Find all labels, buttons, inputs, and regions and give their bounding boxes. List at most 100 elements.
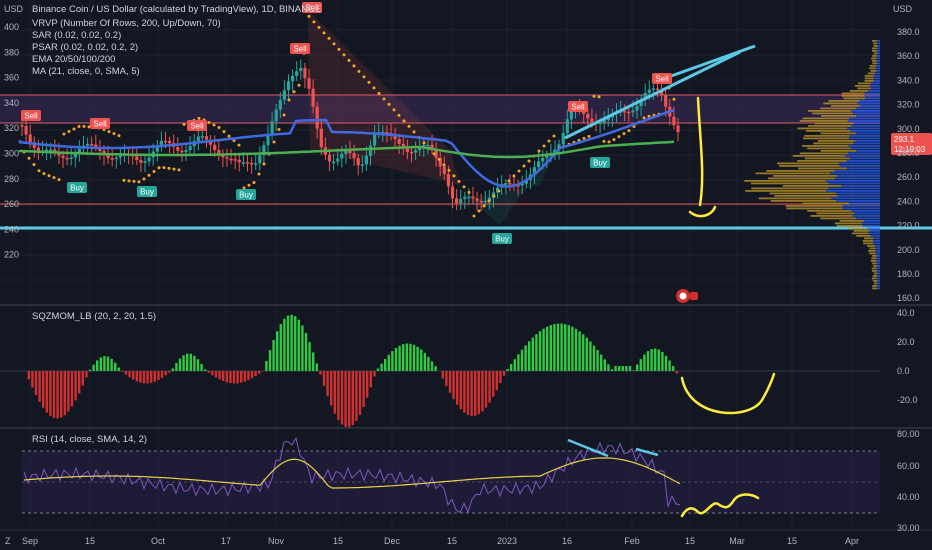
rsi-title[interactable]: RSI (14, close, SMA, 14, 2) — [32, 434, 147, 445]
sqz-bar — [675, 371, 678, 374]
study-psar[interactable]: PSAR (0.02, 0.02, 0.2, 2) — [32, 42, 138, 53]
ema-blue-line[interactable] — [18, 108, 675, 188]
right-axis-tick: 160.0 — [897, 293, 920, 303]
vp-bar-up — [841, 92, 865, 95]
rsi-axis-tick: 80.00 — [897, 429, 920, 439]
vp-bar-up — [872, 275, 878, 277]
study-ema[interactable]: EMA 20/50/100/200 — [32, 54, 115, 65]
yellow-arrow-drawing[interactable] — [688, 96, 717, 218]
vp-bar-down — [875, 247, 880, 250]
sell-signal-box — [290, 43, 310, 54]
vp-bar-up — [856, 235, 871, 237]
ema-green-line[interactable] — [18, 140, 675, 159]
vp-bar-down — [863, 220, 880, 222]
sqz-bar — [560, 323, 563, 371]
sar-dot — [342, 53, 346, 57]
sqz-bar — [567, 325, 570, 371]
vp-bar-down — [877, 45, 880, 47]
vp-bar-up — [820, 132, 857, 135]
time-axis-tick: 15 — [685, 536, 695, 546]
candle-body — [631, 110, 635, 113]
event-flag-badge[interactable] — [690, 292, 698, 300]
sar-dot — [157, 166, 161, 170]
buy-signal-box — [67, 182, 87, 193]
sqz-bar — [196, 359, 200, 371]
sqz-bar — [574, 328, 578, 371]
sqz-bar — [394, 348, 398, 371]
sar-dot — [402, 119, 406, 123]
rsi-ma-line[interactable] — [23, 457, 681, 489]
sqz-bar — [250, 371, 254, 379]
time-axis[interactable]: Sep 15 Oct 17 Nov 15 Dec 15 2023 16 Feb 15 Mar 15 Apr — [22, 536, 859, 546]
candle-body — [348, 150, 352, 154]
vp-bar-down — [828, 182, 880, 185]
sell-signal-label: Sell — [293, 45, 307, 54]
vp-bar-up — [828, 100, 860, 102]
vp-bar-up — [869, 252, 876, 255]
sar-dot — [112, 132, 116, 136]
candle-body — [623, 111, 627, 113]
chart-title[interactable]: Binance Coin / US Dollar (calculated by … — [32, 4, 321, 15]
vp-bar-up — [782, 185, 842, 187]
vp-bar-up — [820, 217, 857, 220]
rsi-yellow-drawing[interactable] — [680, 493, 760, 518]
sqz-bar — [164, 371, 167, 376]
left-price-axis[interactable]: 400 380 360 340 320 300 280 260 240 220 — [4, 22, 19, 260]
left-unit-label: USD — [4, 4, 24, 14]
sqz-bar — [600, 354, 603, 371]
vp-bar-up — [797, 127, 848, 130]
sar-dot — [167, 166, 171, 170]
buy-signal-box — [236, 189, 256, 200]
tradingview-logo[interactable]: Z — [5, 536, 11, 546]
vp-bar-down — [868, 232, 880, 235]
right-price-axis[interactable]: 380.0 360.0 340.0 320.0 300.0 280.0 260.0 240.0… — [897, 27, 920, 303]
vp-bar-down — [875, 67, 880, 70]
rsi-line[interactable] — [23, 436, 681, 514]
sar-dot — [672, 97, 676, 101]
sqz-bar — [319, 371, 322, 375]
vp-bar-up — [873, 265, 878, 267]
sqz-bar — [34, 371, 38, 396]
sar-dot — [127, 179, 131, 183]
vp-bar-down — [850, 210, 880, 212]
sqz-bar — [589, 341, 592, 371]
rsi-divergence-1[interactable] — [567, 438, 609, 458]
vp-bar-down — [861, 222, 880, 225]
sqz-title[interactable]: SQZMOM_LB (20, 2, 20, 1.5) — [32, 311, 156, 322]
candle-body — [664, 95, 668, 107]
sqz-bar — [373, 371, 376, 377]
vp-bar-up — [864, 237, 874, 240]
sar-dot — [522, 164, 526, 168]
vp-bar-up — [770, 200, 837, 202]
sqz-axis-tick: 0.0 — [897, 366, 910, 376]
sqz-bar — [502, 371, 506, 376]
sqz-axis: 40.0 20.0 0.0 -20.0 — [897, 308, 918, 405]
wedge-upper-line[interactable] — [659, 44, 756, 82]
vp-bar-down — [856, 107, 880, 110]
candle-body — [241, 162, 245, 164]
vp-bar-up — [871, 40, 877, 42]
candle-body — [200, 136, 204, 138]
sar-dot — [232, 139, 236, 143]
study-sar[interactable]: SAR (0.02, 0.02, 0.2) — [32, 30, 121, 41]
wedge-lower-line[interactable] — [564, 50, 741, 140]
study-vrvp[interactable]: VRVP (Number Of Rows, 200, Up/Down, 70) — [32, 18, 221, 29]
rsi-axis-tick: 60.00 — [897, 461, 920, 471]
time-axis-tick: 15 — [85, 536, 95, 546]
sar-dot — [287, 98, 291, 102]
study-ma[interactable]: MA (21, close, 0, SMA, 5) — [32, 66, 140, 77]
vp-bar-up — [863, 242, 874, 245]
rsi-divergence-2[interactable] — [635, 447, 659, 457]
sqz-bar — [538, 331, 542, 371]
candle-body — [274, 109, 278, 122]
vp-bar-up — [871, 257, 877, 260]
sqz-bar — [38, 371, 41, 402]
sqz-yellow-drawing[interactable] — [680, 372, 776, 415]
vp-bar-down — [855, 140, 880, 142]
sqz-bar — [564, 324, 567, 371]
sqz-bar — [189, 353, 192, 371]
candle-body — [135, 156, 139, 161]
sqz-bar — [456, 371, 459, 405]
sqz-bar — [153, 371, 156, 382]
